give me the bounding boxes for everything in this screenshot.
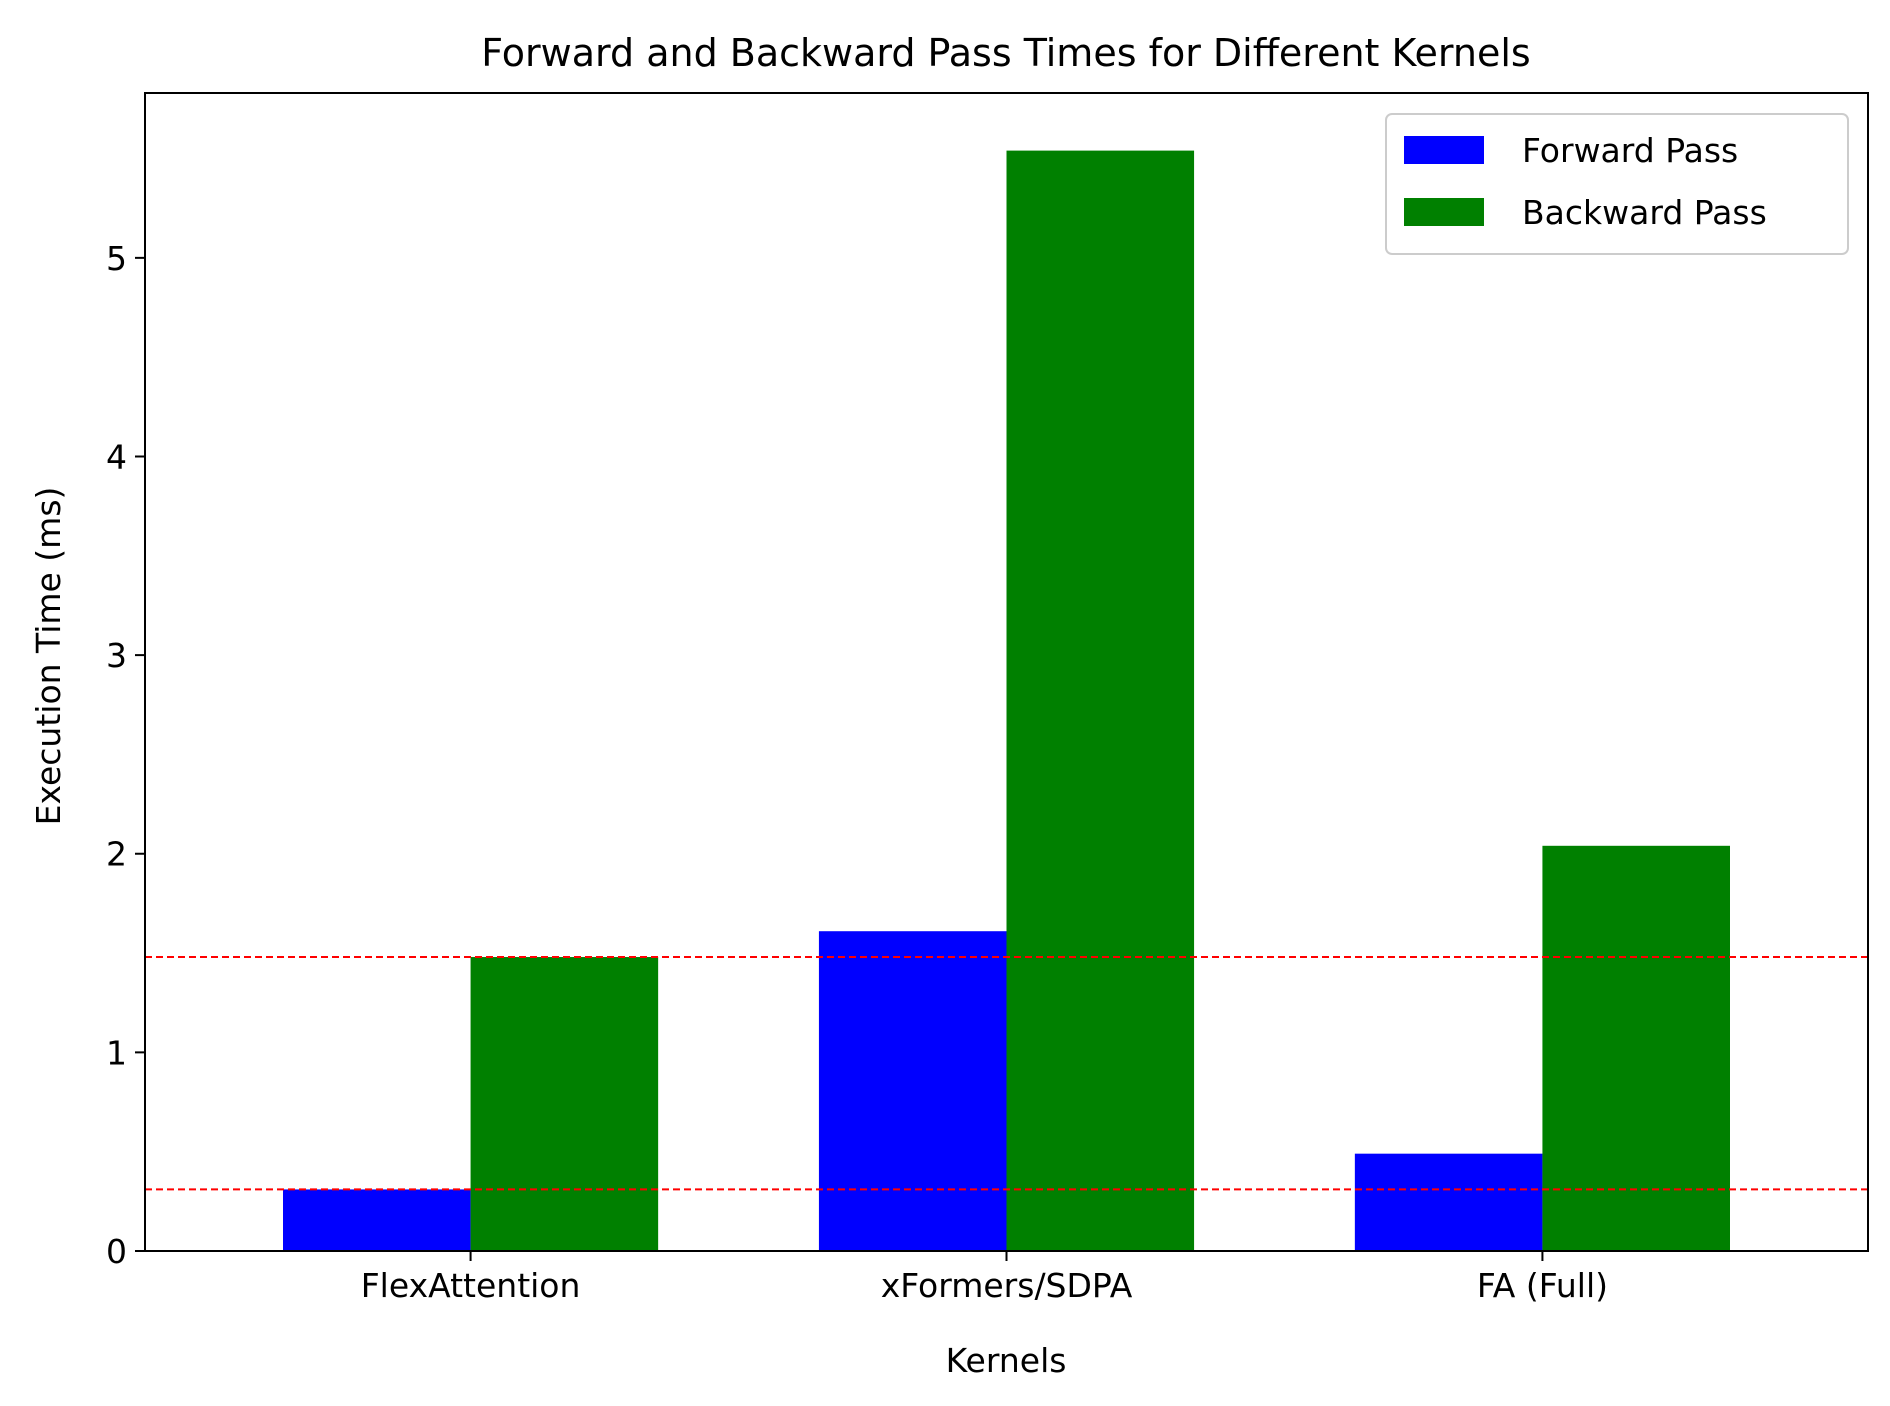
bar-forward-1: [818, 931, 1007, 1251]
bar-backward-2: [1542, 845, 1730, 1251]
y-tick-label: 1: [106, 1033, 127, 1072]
bars-group: [283, 150, 1730, 1251]
bar-backward-1: [1006, 150, 1195, 1251]
legend-label: Forward Pass: [1522, 131, 1738, 170]
legend-label: Backward Pass: [1522, 193, 1767, 232]
y-tick-label: 4: [106, 437, 127, 476]
y-axis-ticks: 0 1 2 3 4 5: [106, 239, 145, 1271]
bar-forward-2: [1354, 1153, 1543, 1251]
y-tick-label: 2: [106, 835, 127, 874]
x-tick-label: FlexAttention: [361, 1266, 581, 1305]
x-axis-label: Kernels: [946, 1341, 1067, 1380]
chart-title: Forward and Backward Pass Times for Diff…: [481, 31, 1530, 75]
y-tick-label: 3: [106, 636, 127, 675]
x-tick-label: FA (Full): [1477, 1266, 1608, 1305]
reference-lines: [145, 956, 1868, 1191]
y-tick-label: 5: [106, 239, 127, 278]
legend-swatch: [1404, 198, 1484, 226]
bar-backward-0: [470, 957, 659, 1251]
x-axis-ticks: FlexAttention xFormers/SDPA FA (Full): [361, 1251, 1608, 1305]
bar-forward-0: [283, 1189, 471, 1251]
legend: Forward Pass Backward Pass: [1385, 113, 1849, 255]
legend-swatch: [1404, 136, 1484, 164]
y-axis-label: Execution Time (ms): [29, 487, 68, 826]
x-tick-label: xFormers/SDPA: [881, 1266, 1133, 1305]
y-tick-label: 0: [106, 1232, 127, 1271]
legend-box: [1385, 113, 1849, 255]
